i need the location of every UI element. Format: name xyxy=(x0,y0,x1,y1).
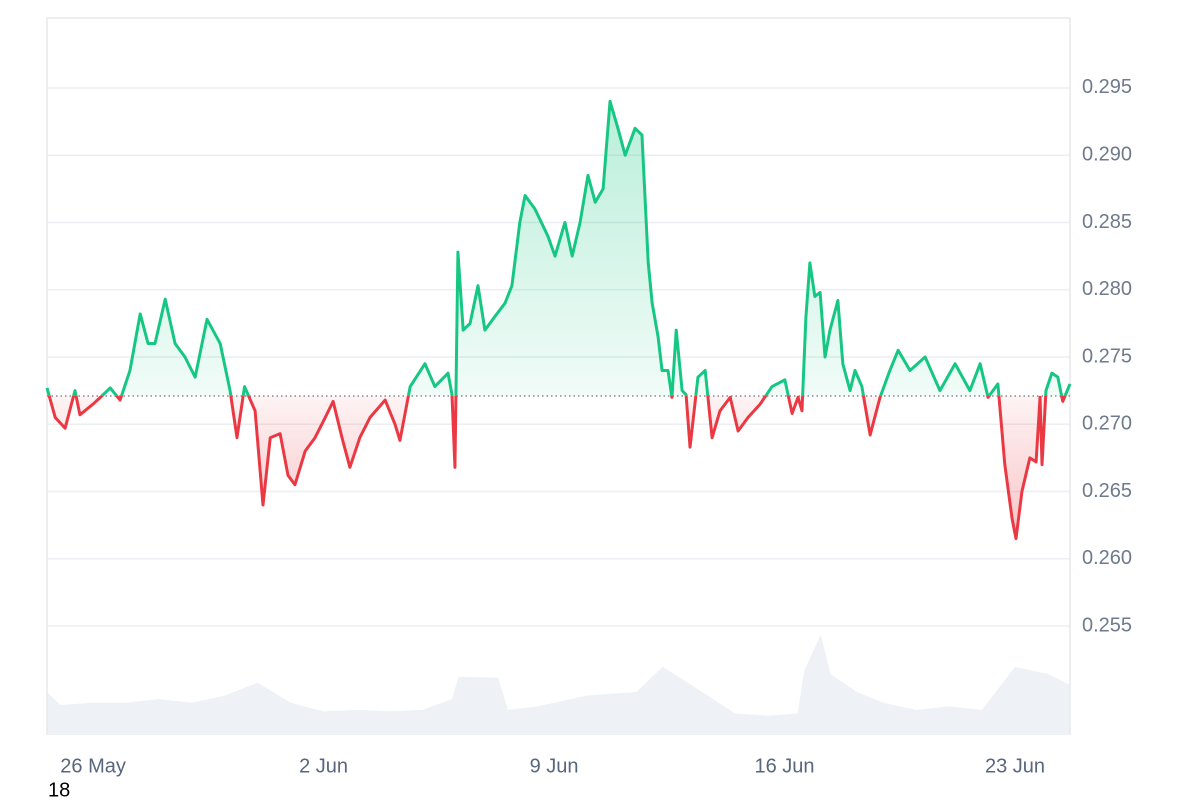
x-tick-label: 16 Jun xyxy=(755,755,815,777)
plot-frame xyxy=(46,17,1071,735)
y-tick-label: 0.285 xyxy=(1082,211,1132,233)
x-tick-label: 2 Jun xyxy=(299,755,348,777)
x-tick-label: 26 May xyxy=(60,755,126,777)
y-tick-label: 0.290 xyxy=(1082,143,1132,165)
y-tick-label: 0.280 xyxy=(1082,278,1132,300)
y-tick-label: 0.255 xyxy=(1082,614,1132,636)
price-line xyxy=(45,99,1072,541)
price-area xyxy=(47,101,1070,539)
y-tick-label: 0.260 xyxy=(1082,547,1132,569)
y-tick-label: 0.270 xyxy=(1082,413,1132,435)
y-tick-label: 0.265 xyxy=(1082,480,1132,502)
x-tick-label: 23 Jun xyxy=(985,755,1045,777)
x-tick-label: 9 Jun xyxy=(530,755,579,777)
y-tick-label: 0.275 xyxy=(1082,345,1132,367)
y-tick-label: 0.295 xyxy=(1082,76,1132,98)
corner-label: 18 xyxy=(48,779,70,800)
volume-area xyxy=(47,634,1070,735)
